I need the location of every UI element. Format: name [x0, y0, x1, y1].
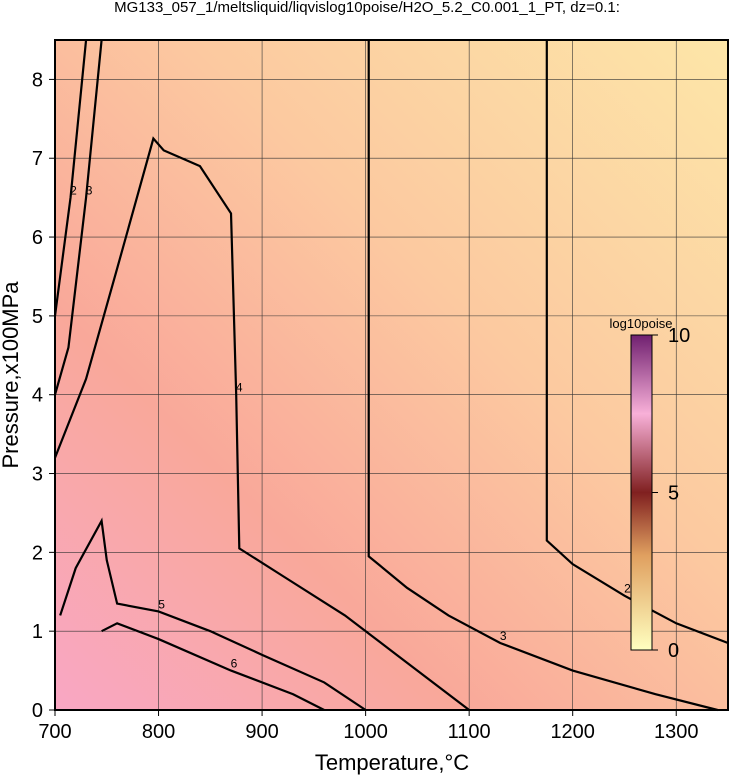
contour-line [59, 517, 367, 711]
y-tick-label: 5 [32, 306, 43, 328]
y-tick-label: 7 [32, 148, 43, 170]
plot-frame [54, 39, 729, 711]
colorbar-tick-label: 10 [668, 325, 690, 347]
colorbar-label: log10poise [610, 316, 673, 331]
contour-label: 3 [500, 629, 507, 643]
y-tick-label: 6 [32, 227, 43, 249]
colorbar-tick-label: 0 [668, 640, 679, 662]
y-tick-label: 1 [32, 621, 43, 643]
contour-line [53, 136, 470, 711]
colorbar [630, 334, 653, 651]
contour-line [367, 40, 718, 712]
x-axis-label: Temperature,°C [315, 750, 469, 775]
contour-line [53, 39, 88, 317]
x-tick-label: 1300 [654, 721, 699, 743]
x-tick-label: 900 [245, 721, 278, 743]
y-tick-label: 4 [32, 385, 43, 407]
y-tick-label: 3 [32, 464, 43, 486]
contour-line [545, 40, 729, 645]
contour-line [101, 622, 325, 711]
y-tick-label: 0 [32, 700, 43, 722]
y-axis-label: Pressure,x100MPa [0, 281, 23, 469]
contour-label: 5 [158, 597, 165, 611]
contour-label: 2 [624, 582, 631, 596]
contour-line [53, 39, 103, 396]
y-tick-label: 8 [32, 69, 43, 91]
x-tick-label: 1100 [448, 721, 491, 743]
x-tick-label: 800 [142, 721, 175, 743]
y-tick-label: 2 [32, 542, 43, 564]
chart-title: MG133_057_1/meltsliquid/liqvislog10poise… [114, 0, 620, 16]
contour-label: 3 [86, 184, 93, 198]
contour-label: 4 [236, 381, 243, 395]
contour-label: 2 [70, 184, 77, 198]
x-tick-label: 700 [38, 721, 71, 743]
contour-label: 6 [231, 657, 238, 671]
colorbar-tick-label: 5 [668, 483, 679, 505]
x-tick-label: 1000 [343, 721, 388, 743]
x-tick-label: 1200 [550, 721, 595, 743]
